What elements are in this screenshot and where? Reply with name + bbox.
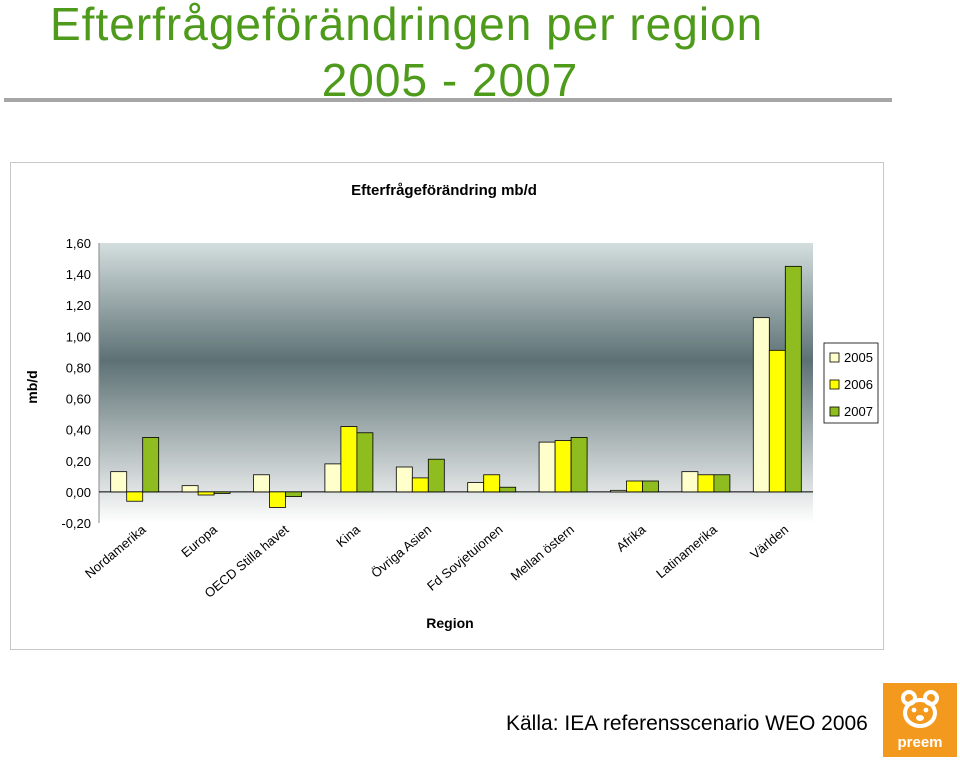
- bar-2006-8: [697, 474, 715, 493]
- y-tick-label: 0,60: [66, 392, 91, 407]
- x-tick-label: Latinamerika: [653, 521, 720, 581]
- legend-label-2006: 2006: [844, 377, 873, 392]
- y-tick-label: -0,20: [61, 516, 91, 531]
- legend-label-2007: 2007: [844, 404, 873, 419]
- bar-2007-1: [213, 491, 231, 494]
- y-tick-label: 1,40: [66, 267, 91, 282]
- x-tick-label: Övriga Asien: [368, 522, 434, 581]
- y-tick-label: 0,40: [66, 423, 91, 438]
- bar-2006-0: [126, 491, 144, 502]
- bear-icon: [901, 690, 939, 728]
- bar-2005-4: [395, 466, 413, 493]
- y-tick-label: 1,60: [66, 236, 91, 251]
- x-tick-label: Världen: [747, 522, 791, 562]
- bar-2006-4: [411, 477, 429, 493]
- bar-2007-0: [142, 437, 160, 493]
- bar-2005-6: [538, 441, 556, 493]
- bar-2005-1: [181, 485, 199, 493]
- bar-2005-9: [752, 317, 770, 493]
- y-tick-label: 0,80: [66, 360, 91, 375]
- x-tick-label: Nordamerika: [82, 521, 149, 581]
- bar-2007-2: [285, 491, 302, 497]
- bar-2007-6: [570, 437, 588, 493]
- y-axis-label: mb/d: [24, 370, 40, 403]
- bar-2005-8: [681, 471, 699, 493]
- x-axis-label: Region: [426, 615, 473, 631]
- bar-2007-5: [499, 486, 517, 493]
- bar-2005-7: [610, 489, 627, 493]
- bar-2006-6: [554, 440, 572, 493]
- x-tick-label: Mellan östern: [508, 522, 577, 584]
- y-tick-label: 1,00: [66, 329, 91, 344]
- preem-logo: preem: [883, 683, 957, 757]
- bar-2006-1: [197, 491, 215, 496]
- bar-2007-4: [427, 458, 445, 493]
- bar-2006-5: [483, 474, 501, 493]
- bar-2006-9: [768, 349, 786, 493]
- legend-swatch-2006: [829, 379, 840, 390]
- slide-title-line-2: 2005 - 2007: [321, 54, 579, 106]
- title-divider: [4, 98, 892, 102]
- y-tick-label: 0,20: [66, 454, 91, 469]
- chart-container: Efterfrågeförändring mb/d 1,60 1,40 1,20 1,0…: [10, 162, 884, 650]
- x-tick-label: Fd Sovjetuionen: [424, 522, 506, 594]
- y-tick-label: 0,00: [66, 485, 91, 500]
- legend-swatch-2007: [829, 406, 840, 417]
- bar-2006-2: [269, 491, 286, 508]
- bar-2007-7: [642, 480, 659, 493]
- x-tick-label: Afrika: [613, 521, 649, 554]
- x-tick-label: Europa: [178, 521, 220, 560]
- bar-2005-3: [324, 463, 342, 493]
- bar-2005-2: [253, 474, 270, 493]
- bar-2005-0: [110, 471, 128, 493]
- bar-2007-9: [784, 265, 802, 493]
- bar-2005-5: [467, 482, 485, 493]
- logo-text: preem: [897, 734, 943, 751]
- chart-title: Efterfrågeförändring mb/d: [351, 182, 537, 199]
- source-note: Källa: IEA referensscenario WEO 2006: [506, 712, 868, 735]
- y-tick-label: 1,20: [66, 298, 91, 313]
- bar-2006-3: [340, 426, 358, 493]
- slide-title-line-1: Efterfrågeförändringen per region: [50, 0, 764, 50]
- x-tick-label: Kina: [333, 521, 363, 550]
- legend-label-2005: 2005: [844, 350, 873, 365]
- legend-swatch-2005: [829, 352, 840, 363]
- bar-2007-3: [356, 432, 374, 493]
- bar-2007-8: [713, 474, 731, 493]
- bar-2006-7: [626, 480, 643, 493]
- chart-svg: Efterfrågeförändring mb/d 1,60 1,40 1,20 1,0…: [24, 182, 879, 631]
